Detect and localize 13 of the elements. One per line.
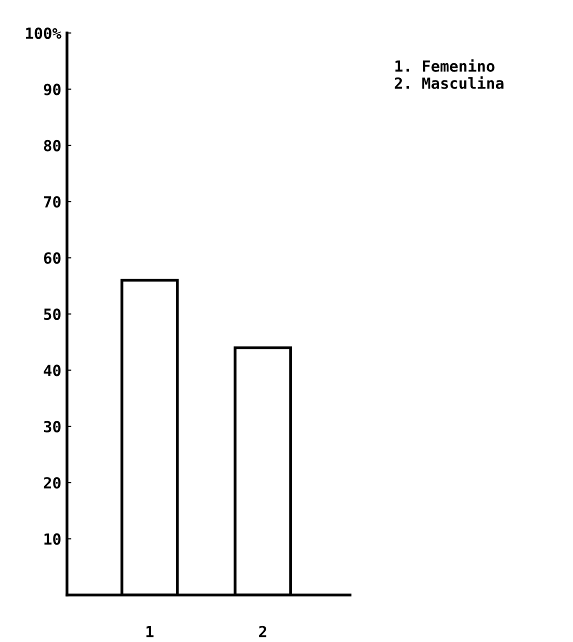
y-tick-label: 20: [44, 477, 61, 489]
text: 1. Femenino 2. Masculina: [394, 59, 504, 89]
y-tick-label: 70: [44, 196, 61, 208]
x-tick-label: 1: [146, 626, 154, 638]
y-tick-label: 100%: [26, 27, 62, 40]
y-tick-label: 10: [44, 533, 61, 545]
y-tick-label: 90: [44, 84, 61, 96]
y-tick-label: 60: [44, 252, 61, 264]
y-tick-label: 30: [44, 420, 61, 432]
y-tick-label: 50: [44, 308, 61, 320]
y-tick-label: 80: [44, 140, 61, 152]
x-tick-label: 2: [259, 626, 266, 638]
y-tick-label: 40: [44, 364, 61, 376]
